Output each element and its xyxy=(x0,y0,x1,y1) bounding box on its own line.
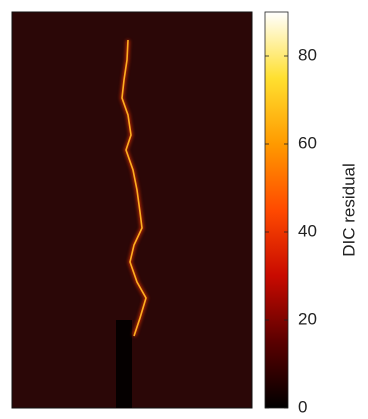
colorbar-label: DIC residual xyxy=(339,163,358,257)
colorbar xyxy=(265,12,288,408)
notch xyxy=(116,320,132,408)
figure: DIC residual 0 20 40 60 80 xyxy=(0,0,368,419)
colorbar-tick-label: 60 xyxy=(298,133,317,152)
colorbar-tick-label: 80 xyxy=(298,45,317,64)
colorbar-tick-label: 40 xyxy=(298,221,317,240)
colorbar-tick-label: 20 xyxy=(298,309,317,328)
colorbar-tick-label: 0 xyxy=(298,397,307,416)
